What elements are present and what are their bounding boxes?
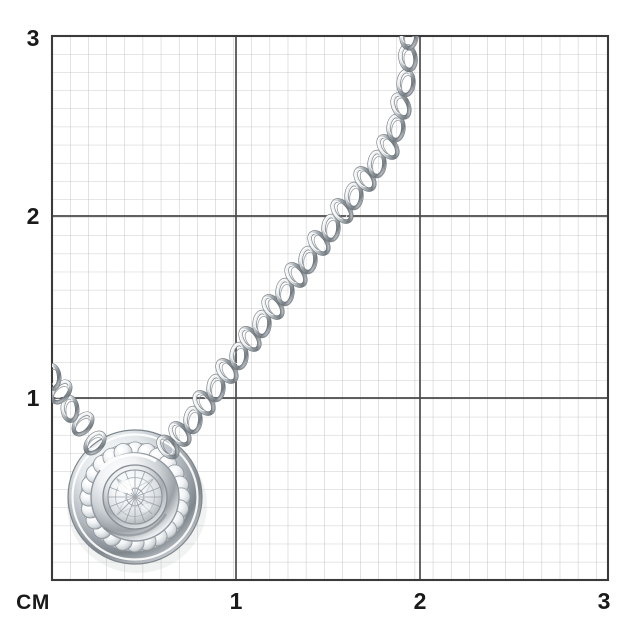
jewelry-photo [44, 23, 418, 573]
x-axis-tick-3: 3 [598, 588, 611, 614]
pendant-bowl-highlight [98, 453, 157, 472]
unit-label-cm: CM [16, 591, 50, 614]
x-axis-tick-2: 2 [414, 588, 427, 614]
y-axis-tick-1: 1 [27, 385, 40, 411]
pendant-rim-highlight [71, 433, 199, 561]
y-axis-tick-2: 2 [27, 203, 40, 229]
halo-pendant [67, 429, 203, 565]
y-axis-tick-3: 3 [27, 25, 40, 51]
center-stone-bezel-edge [102, 464, 168, 530]
pendant-inner-bowl-edge [90, 452, 180, 542]
pendant-bowl-shade [103, 513, 168, 537]
pendant-outer-edge [67, 429, 203, 565]
axis-labels: 3 2 1 CM 1 2 3 [16, 25, 610, 614]
center-diamond [107, 469, 163, 525]
grid-frame [50, 34, 610, 582]
x-axis-tick-1: 1 [230, 588, 243, 614]
